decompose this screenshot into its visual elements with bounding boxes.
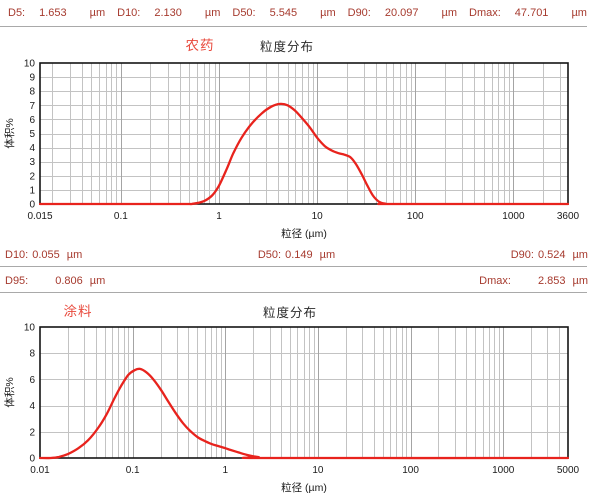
distribution-curve <box>39 102 569 206</box>
stat-label: D90: <box>510 249 534 261</box>
stats-row-coating-extremes: D95: 0.806 µm Dmax: 2.853 µm <box>0 267 600 293</box>
stat-group: D90: 20.097 µm <box>348 7 457 19</box>
stat-group: D10: 0.055 µm <box>5 249 82 261</box>
y-axis-title: 体积% <box>4 118 16 148</box>
stat-label: D5: <box>8 6 26 19</box>
stat-value: 20.097 <box>384 6 419 19</box>
stat-unit: µm <box>89 275 106 287</box>
x-tick-label: 0.1 <box>114 211 128 222</box>
stat-value: 2.130 <box>154 6 182 19</box>
stat-group: D50: 5.545 µm <box>232 7 335 19</box>
stats-row-coating-percentiles: D10: 0.055 µm D50: 0.149 µm D90: 0.524 µm <box>0 241 600 267</box>
chart-plot: 0 2 4 6 8 10 0.01 0.1 1 10 100 1000 5000 体积% 粒径 (µm) <box>4 323 580 495</box>
chart-plot: 0 1 2 3 4 5 6 7 8 9 10 0.015 0.1 1 10 100 1000 3600 体积% 粒径 … <box>4 59 580 241</box>
stat-value: 0.055 <box>32 249 60 261</box>
stat-value: 47.701 <box>514 6 549 19</box>
stat-label: D95: <box>5 275 29 287</box>
stat-unit: µm <box>572 249 588 261</box>
y-tick-label: 9 <box>29 73 35 84</box>
chart1-sample-label: 农药 <box>185 38 215 53</box>
stat-unit: µm <box>66 249 83 261</box>
stat-label: D10: <box>117 6 141 19</box>
x-tick-label: 5000 <box>557 465 580 476</box>
x-tick-label: 1000 <box>492 465 515 476</box>
stat-label: Dmax: <box>469 6 501 19</box>
x-tick-label: 10 <box>312 465 324 476</box>
stats-row-overall: D5: 1.653 µm D10: 2.130 µm D50: 5.545 µm D90: 20.0… <box>0 0 600 27</box>
y-tick-label: 8 <box>29 349 35 360</box>
y-tick-label: 10 <box>24 323 36 334</box>
y-tick-label: 1 <box>29 185 35 196</box>
stat-unit: µm <box>441 6 458 19</box>
stat-unit: µm <box>572 275 588 287</box>
y-tick-label: 6 <box>29 115 35 126</box>
stat-group: Dmax: 47.701 µm <box>469 7 587 19</box>
plot-border <box>39 62 569 205</box>
y-tick-label: 6 <box>29 375 35 386</box>
x-tick-label: 100 <box>407 211 424 222</box>
stat-label: D10: <box>5 249 29 261</box>
chart1-header: 农药 粒度分布 <box>0 27 600 55</box>
y-tick-label: 4 <box>29 401 35 412</box>
chart2-title: 粒度分布 <box>262 306 318 320</box>
y-tick-label: 0 <box>29 454 35 465</box>
stat-value: 5.545 <box>269 6 298 19</box>
stat-unit: µm <box>571 6 587 19</box>
x-axis-title: 粒径 (µm) <box>281 227 327 240</box>
stat-label: D90: <box>347 6 371 19</box>
y-tick-label: 5 <box>29 129 35 140</box>
stat-value: 0.149 <box>285 249 313 261</box>
chart2-header: 涂料 粒度分布 <box>0 293 600 321</box>
x-tick-label: 0.1 <box>126 465 140 476</box>
stat-label: D50: <box>257 249 282 261</box>
x-axis-title: 粒径 (µm) <box>281 481 327 494</box>
x-tick-label: 1000 <box>502 211 525 222</box>
stat-value: 0.524 <box>537 249 566 261</box>
stat-group: D90: 0.524 µm <box>511 249 588 261</box>
x-tick-label: 1 <box>223 465 229 476</box>
chart-coating: 0 2 4 6 8 10 0.01 0.1 1 10 100 1000 5000 体积% 粒径 (µm) <box>0 321 600 498</box>
stat-label: Dmax: <box>479 275 511 287</box>
stat-label: D50: <box>232 6 256 19</box>
stat-unit: µm <box>319 249 336 261</box>
y-tick-label: 0 <box>29 200 35 211</box>
stat-value: 1.653 <box>39 6 67 19</box>
stat-value: 2.853 <box>537 275 566 287</box>
stat-group: D50: 0.149 µm <box>258 249 335 261</box>
stat-unit: µm <box>204 6 221 19</box>
stat-group: D10: 2.130 µm <box>117 7 220 19</box>
stat-unit: µm <box>320 6 336 19</box>
chart2-sample-label: 涂料 <box>63 304 93 319</box>
stat-group: D5: 1.653 µm <box>8 7 105 19</box>
y-axis-title: 体积% <box>4 377 16 407</box>
x-tick-label: 0.01 <box>30 465 50 476</box>
y-tick-label: 8 <box>29 87 35 98</box>
stat-group: Dmax: 2.853 µm <box>479 275 588 287</box>
y-tick-label: 3 <box>29 157 35 168</box>
y-tick-label: 10 <box>24 59 36 70</box>
chart-pesticide: 0 1 2 3 4 5 6 7 8 9 10 0.015 0.1 1 10 100 1000 3600 体积% 粒径 … <box>0 55 600 241</box>
y-tick-label: 7 <box>29 101 35 112</box>
stat-value: 0.806 <box>55 275 83 287</box>
y-tick-label: 4 <box>29 143 35 154</box>
x-tick-label: 3600 <box>557 211 580 222</box>
stat-unit: µm <box>89 6 106 19</box>
x-tick-label: 10 <box>312 211 324 222</box>
chart1-title: 粒度分布 <box>259 40 315 54</box>
x-tick-label: 100 <box>402 465 419 476</box>
y-tick-label: 2 <box>29 427 35 438</box>
x-tick-label: 0.015 <box>27 211 52 222</box>
stat-group: D95: 0.806 µm <box>5 275 105 287</box>
x-tick-label: 1 <box>216 211 222 222</box>
y-tick-label: 2 <box>29 171 35 182</box>
distribution-curve <box>39 367 569 460</box>
